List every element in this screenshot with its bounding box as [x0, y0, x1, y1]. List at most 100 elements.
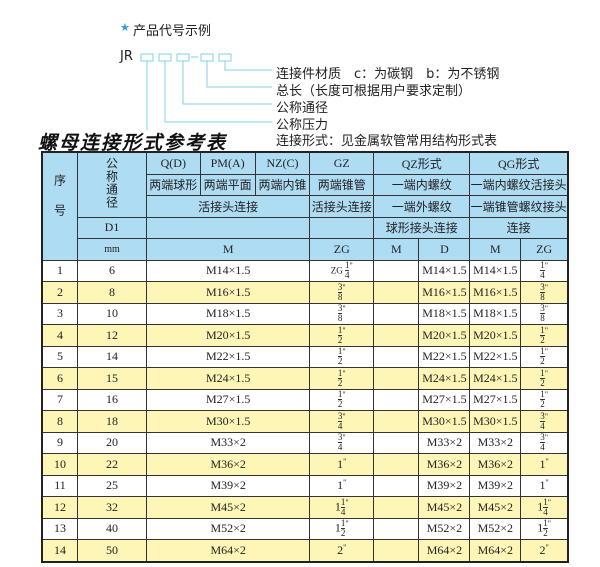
- cell-m: M52×2: [145, 517, 311, 540]
- whole-part: 1: [337, 456, 344, 471]
- header-qz-d: D: [418, 238, 471, 261]
- header-zg: ZG: [309, 238, 375, 261]
- qz-conn: 一端外螺纹: [373, 195, 471, 218]
- header-qg-m: M: [469, 238, 522, 261]
- cell-zg: 3 8 ": [309, 281, 375, 304]
- cell-qg-m: M64×2: [469, 539, 522, 562]
- label-connection-type: 连接形式：见金属软管常用结构形式表: [276, 134, 498, 149]
- qg-desc: 一端内螺纹活接头: [469, 173, 569, 196]
- cell-m: M14×1.5: [145, 259, 311, 282]
- table-row: 7 16 M27×1.5 1 2 " M27×1.5 M27×1.5 1 2 ": [41, 388, 569, 411]
- pm-desc: 两端平面: [199, 173, 256, 196]
- table-row: 3 10 M18×1.5 3 8 " M18×1.5 M18×1.5 3 8 ": [41, 302, 569, 325]
- cell-qz-d: M64×2: [418, 539, 471, 562]
- qg-conn: 一端锥管螺纹接头: [469, 195, 569, 218]
- cell-zg: 3 4 ": [309, 410, 375, 433]
- cell-qg-zg: 1": [520, 453, 569, 476]
- cell-qz-d: M39×2: [418, 474, 471, 497]
- header-mm: mm: [77, 238, 147, 261]
- table-row: 13 40 M52×2 1 1 2 " M52×2 M52×2 1 1 2 ": [41, 517, 569, 540]
- code-box: [140, 53, 154, 62]
- cell-dn: 50: [77, 539, 147, 562]
- cell-qg-zg: 2": [520, 539, 569, 562]
- cell-m: M33×2: [145, 431, 311, 454]
- code-box: [200, 53, 214, 62]
- cell-no: 7: [41, 388, 78, 411]
- nz-desc: 两端内锥: [254, 173, 311, 196]
- cell-m: M64×2: [145, 539, 311, 562]
- whole-part: 1: [337, 478, 344, 493]
- cell-qz-m: [373, 539, 420, 562]
- cell-qz-m: [373, 259, 420, 282]
- qz-conn2: 球形接头连接: [373, 216, 471, 239]
- cell-qg-zg: 1": [520, 474, 569, 497]
- cell-no: 4: [41, 324, 78, 347]
- cell-dn: 40: [77, 517, 147, 540]
- cell-qz-m: [373, 367, 420, 390]
- cell-dn: 16: [77, 388, 147, 411]
- cell-qz-m: [373, 517, 420, 540]
- cell-dn: 18: [77, 410, 147, 433]
- cell-zg: 3 4 ": [309, 431, 375, 454]
- cell-m: M45×2: [145, 496, 311, 519]
- cell-m: M16×1.5: [145, 281, 311, 304]
- cell-qg-m: M33×2: [469, 431, 522, 454]
- whole-part: 1: [537, 499, 544, 513]
- cell-qg-zg: 1 4 ": [520, 259, 569, 282]
- table-title: 螺母连接形式参考表: [38, 132, 228, 154]
- cell-qg-zg: 1 2 ": [520, 345, 569, 368]
- leader-line: [182, 61, 272, 105]
- cell-qg-zg: 3 8 ": [520, 302, 569, 325]
- cell-zg: 1 1 4 ": [309, 496, 375, 519]
- cell-dn: 32: [77, 496, 147, 519]
- whole-part: 2: [539, 542, 546, 557]
- example-heading: 产品代号示例: [133, 24, 212, 39]
- cell-qg-m: M52×2: [469, 517, 522, 540]
- cell-zg: 1": [309, 453, 375, 476]
- cell-qz-d: M36×2: [418, 453, 471, 476]
- header-qz: QZ形式: [373, 151, 471, 175]
- gz-desc: 两端锥管: [309, 173, 375, 196]
- zg-prefix: ZG: [330, 265, 345, 276]
- cell-qz-m: [373, 324, 420, 347]
- cell-qg-m: M18×1.5: [469, 302, 522, 325]
- table-row: 11 25 M39×2 1" M39×2 M39×2 1": [41, 474, 569, 497]
- cell-qz-m: [373, 302, 420, 325]
- table-row: 1 6 M14×1.5 ZG 1 4 " M14×1.5 M14×1.5 1 4 ": [41, 259, 569, 282]
- cell-no: 9: [41, 431, 78, 454]
- whole-part: 1: [539, 456, 546, 471]
- cell-qg-m: M24×1.5: [469, 367, 522, 390]
- cell-no: 3: [41, 302, 78, 325]
- cell-qz-d: M30×1.5: [418, 410, 471, 433]
- cell-qz-d: M33×2: [418, 431, 471, 454]
- cell-qz-m: [373, 345, 420, 368]
- cell-qg-m: M14×1.5: [469, 259, 522, 282]
- header-seq: 序号: [41, 151, 78, 261]
- cell-qz-d: M52×2: [418, 517, 471, 540]
- label-length: 总长（长度可根据用户要求定制）: [276, 84, 472, 99]
- cell-qg-m: M16×1.5: [469, 281, 522, 304]
- table-row: 12 32 M45×2 1 1 4 " M45×2 M45×2 1 1 4 ": [41, 496, 569, 519]
- cell-qg-m: M36×2: [469, 453, 522, 476]
- nut-connection-table: 序号 公称通径 Q(D) PM(A) NZ(C) GZ QZ形式 QG形式 两端…: [41, 151, 569, 563]
- leader-line: [224, 61, 272, 71]
- cell-qg-m: M39×2: [469, 474, 522, 497]
- cell-dn: 25: [77, 474, 147, 497]
- whole-part: 1: [539, 478, 546, 493]
- cell-zg: 1 2 ": [309, 388, 375, 411]
- q-desc: 两端球形: [146, 173, 201, 196]
- cell-qg-zg: 3 4 ": [520, 431, 569, 454]
- header-pm: PM(A): [199, 151, 256, 175]
- cell-no: 12: [41, 496, 78, 519]
- cell-qz-d: M20×1.5: [418, 324, 471, 347]
